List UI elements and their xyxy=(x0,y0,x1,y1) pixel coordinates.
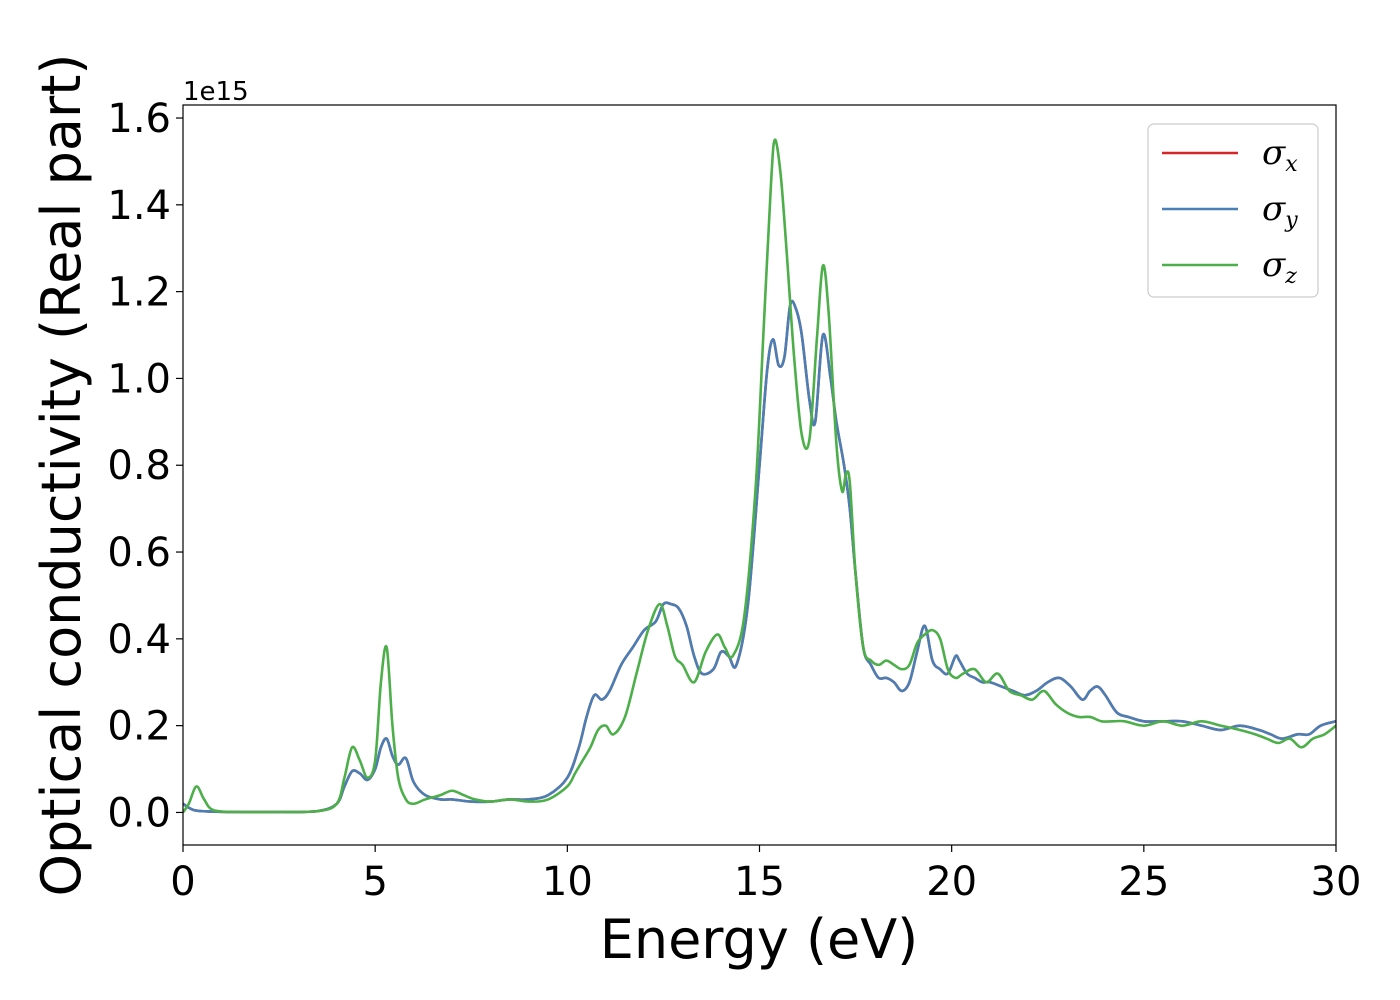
legend-box xyxy=(1147,123,1319,298)
x-tick-label: 15 xyxy=(734,859,785,905)
y-tick-label: 0.2 xyxy=(107,704,171,750)
x-tick-label: 10 xyxy=(542,859,593,905)
series-line-z xyxy=(183,138,1336,814)
y-tick-label: 1.6 xyxy=(107,96,171,142)
x-tick-label: 0 xyxy=(170,859,195,905)
x-tick-label: 20 xyxy=(926,859,977,905)
y-tick-label: 0.0 xyxy=(107,790,171,836)
y-tick-label: 1.4 xyxy=(107,183,171,229)
y-tick-label: 0.6 xyxy=(107,530,171,576)
x-axis-label: Energy (eV) xyxy=(600,908,919,971)
legend-label-x: σx xyxy=(1262,133,1298,177)
x-tick-label: 30 xyxy=(1311,859,1362,905)
legend-label-y: σy xyxy=(1262,189,1298,233)
y-offset-label: 1e15 xyxy=(183,77,249,107)
y-axis: 0.0 0.2 0.4 0.6 0.8 1.0 1.2 1.4 1.6 xyxy=(107,96,183,836)
series-line-y xyxy=(183,299,1336,814)
y-tick-label: 0.8 xyxy=(107,443,171,489)
x-axis: 0 5 10 15 20 25 30 xyxy=(170,845,1361,905)
x-tick-label: 25 xyxy=(1118,859,1169,905)
series-layer xyxy=(183,138,1336,814)
y-tick-label: 1.2 xyxy=(107,270,171,316)
legend: σx σy σz xyxy=(1147,123,1319,298)
legend-label-z: σz xyxy=(1262,245,1297,289)
y-tick-label: 1.0 xyxy=(107,356,171,402)
x-tick-label: 5 xyxy=(362,859,387,905)
y-tick-label: 0.4 xyxy=(107,617,171,663)
y-axis-label: Optical conductivity (Real part) xyxy=(30,54,93,897)
